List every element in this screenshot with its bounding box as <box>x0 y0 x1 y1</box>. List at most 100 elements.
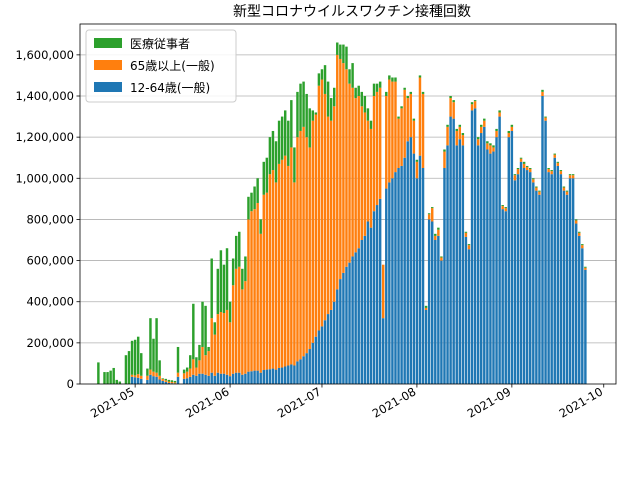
bar-2-69 <box>308 108 311 148</box>
bar-0-101 <box>406 141 409 384</box>
bar-0-131 <box>498 116 501 384</box>
bar-0-84 <box>354 252 357 384</box>
bar-1-14 <box>140 375 143 379</box>
bar-0-86 <box>360 240 364 384</box>
bar-0-103 <box>412 153 416 384</box>
bar-1-103 <box>412 120 416 154</box>
bar-1-81 <box>345 69 348 267</box>
bar-2-17 <box>149 318 152 370</box>
bar-0-149 <box>553 157 556 384</box>
bar-0-38 <box>213 375 216 384</box>
bar-2-110 <box>434 233 437 236</box>
bar-1-140 <box>525 166 529 171</box>
bar-0-65 <box>296 361 299 384</box>
bar-2-18 <box>152 338 155 372</box>
bar-2-108 <box>427 213 431 215</box>
bar-2-105 <box>418 75 422 78</box>
legend: 医療従事者 65歳以上(一般) 12-64歳(一般) <box>85 29 237 103</box>
bar-0-64 <box>293 365 296 384</box>
bar-2-78 <box>336 42 339 55</box>
bar-2-122 <box>470 102 474 105</box>
bar-0-47 <box>241 374 244 384</box>
bar-2-47 <box>241 268 244 290</box>
bar-0-51 <box>253 370 256 384</box>
bar-0-12 <box>133 377 137 384</box>
bar-1-25 <box>173 382 177 384</box>
bar-2-154 <box>568 174 572 176</box>
bar-2-95 <box>388 75 391 80</box>
bar-1-62 <box>287 165 290 366</box>
bar-1-19 <box>155 372 158 377</box>
bar-1-58 <box>274 182 278 370</box>
bar-0-157 <box>578 235 581 384</box>
bar-0-120 <box>464 236 468 384</box>
bar-2-20 <box>158 360 161 376</box>
bar-1-96 <box>391 81 394 179</box>
bar-0-76 <box>329 309 333 384</box>
bar-0-42 <box>225 374 229 384</box>
bar-0-41 <box>222 373 226 384</box>
bar-2-118 <box>458 124 462 127</box>
bar-0-126 <box>483 126 486 385</box>
bar-1-157 <box>578 232 581 236</box>
bar-0-33 <box>198 373 201 384</box>
bar-1-129 <box>492 147 495 152</box>
bar-2-85 <box>357 85 360 96</box>
bar-2-145 <box>541 89 544 92</box>
bar-1-147 <box>547 169 550 173</box>
bar-1-135 <box>510 126 514 131</box>
bar-1-23 <box>167 381 171 383</box>
bar-0-20 <box>158 379 161 384</box>
bar-0-146 <box>544 120 547 384</box>
bar-1-125 <box>480 126 483 134</box>
bar-1-108 <box>427 214 431 220</box>
bar-0-63 <box>290 364 293 384</box>
bar-0-115 <box>449 116 452 384</box>
bar-2-73 <box>320 69 324 80</box>
bar-2-7 <box>118 381 122 384</box>
bar-2-101 <box>406 96 409 99</box>
bar-0-104 <box>415 178 419 384</box>
bar-0-50 <box>250 371 253 384</box>
bar-2-45 <box>234 235 238 269</box>
bar-0-90 <box>372 211 376 384</box>
bar-1-16 <box>146 375 149 380</box>
bar-0-23 <box>167 382 171 384</box>
bar-2-11 <box>130 340 134 375</box>
bar-0-45 <box>234 372 238 384</box>
bar-1-11 <box>130 374 134 377</box>
bar-2-53 <box>259 219 262 234</box>
bar-1-153 <box>565 191 569 195</box>
bar-2-100 <box>403 87 406 90</box>
bar-2-43 <box>228 301 232 323</box>
bar-1-121 <box>467 245 471 250</box>
bar-2-88 <box>366 108 370 121</box>
bar-1-56 <box>268 174 272 370</box>
bar-2-144 <box>538 190 541 192</box>
bar-1-35 <box>204 355 207 375</box>
bar-2-137 <box>516 168 520 170</box>
bar-2-109 <box>431 207 434 209</box>
bar-0-67 <box>302 356 305 384</box>
bar-0-98 <box>397 168 400 384</box>
bar-2-19 <box>155 318 158 373</box>
bar-1-120 <box>464 232 468 237</box>
bar-2-3 <box>106 372 109 384</box>
y-tick-label-3: 600,000 <box>26 254 74 268</box>
bar-0-57 <box>271 368 275 384</box>
bar-1-156 <box>574 220 578 224</box>
bar-1-123 <box>473 101 477 109</box>
bar-1-46 <box>238 266 241 373</box>
bar-1-59 <box>277 163 281 368</box>
bar-2-34 <box>201 301 204 347</box>
bar-0-107 <box>424 309 428 384</box>
bar-0-79 <box>339 279 342 384</box>
bar-2-5 <box>112 367 115 384</box>
bar-1-92 <box>378 87 382 199</box>
bar-1-74 <box>323 93 327 321</box>
bar-2-65 <box>296 91 299 138</box>
bar-0-17 <box>149 374 152 384</box>
bar-2-124 <box>476 137 480 140</box>
bar-2-67 <box>302 81 305 127</box>
bar-1-18 <box>152 371 155 377</box>
